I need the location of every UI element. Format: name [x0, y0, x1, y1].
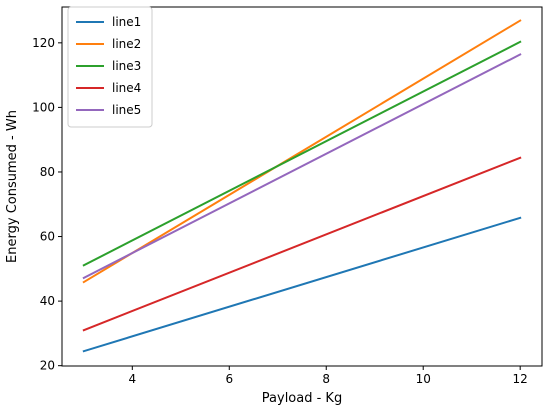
series-line-line3 [82, 40, 522, 267]
y-tick-label: 120 [32, 36, 55, 50]
series-line-line1 [82, 216, 522, 353]
x-axis-label: Payload - Kg [262, 391, 342, 406]
legend-label: line3 [112, 59, 141, 73]
series-line-line4 [82, 156, 522, 332]
x-tick-label: 12 [513, 372, 528, 386]
x-tick-label: 4 [128, 372, 136, 386]
x-tick-label: 6 [225, 372, 233, 386]
y-tick-label: 100 [32, 100, 55, 114]
y-tick-label: 20 [40, 359, 55, 373]
legend-box [67, 6, 153, 128]
legend-label: line1 [112, 15, 141, 29]
y-tick-label: 80 [40, 165, 55, 179]
legend-label: line2 [112, 37, 141, 51]
y-axis-label: Energy Consumed - Wh [5, 110, 20, 263]
plot-frame [61, 6, 543, 367]
x-tick-label: 8 [322, 372, 330, 386]
legend-label: line4 [112, 81, 141, 95]
x-tick-label: 10 [416, 372, 431, 386]
series-line-line5 [82, 53, 522, 280]
y-tick-label: 40 [40, 294, 55, 308]
legend-label: line5 [112, 103, 141, 117]
y-tick-label: 60 [40, 230, 55, 244]
series-line-line2 [82, 19, 522, 284]
